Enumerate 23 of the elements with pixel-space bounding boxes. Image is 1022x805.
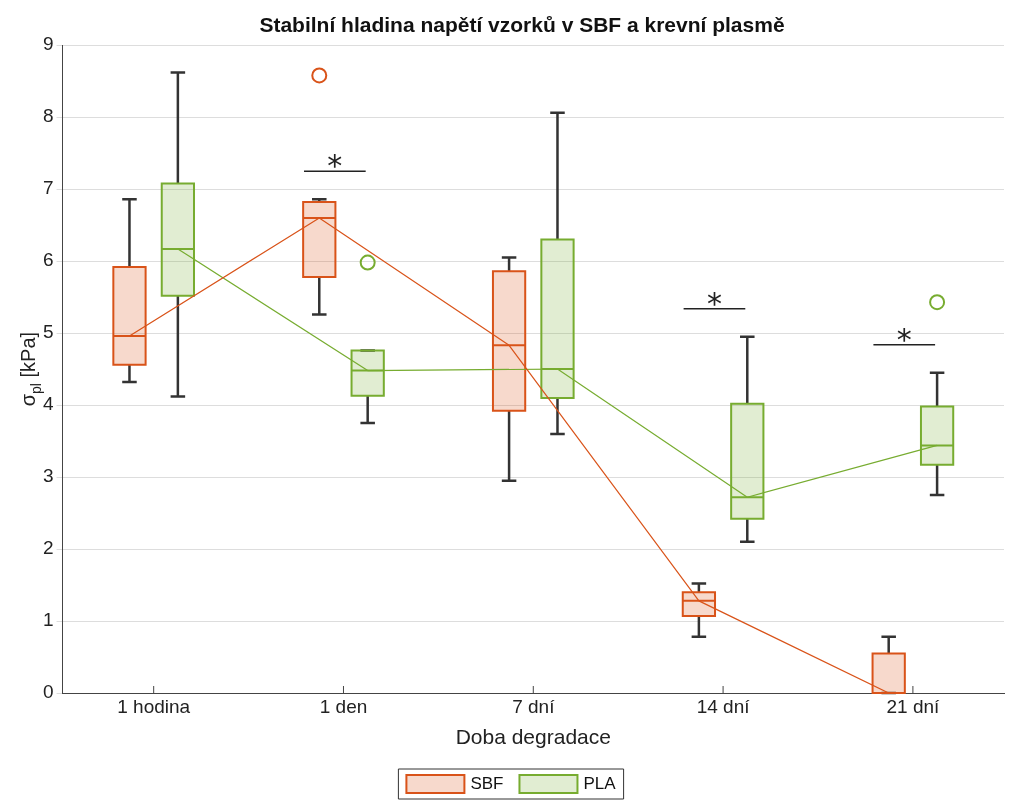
y-tick-label: 4	[42, 393, 54, 415]
x-tick-label: 1 den	[319, 695, 368, 717]
y-axis-title: σpl [kPa]	[17, 331, 44, 407]
y-tick-label: 2	[42, 537, 54, 559]
y-tick-label: 1	[42, 609, 54, 631]
x-tick-label: 14 dní	[696, 695, 751, 717]
x-axis-title: Doba degradace	[455, 725, 611, 749]
x-tick-label: 21 dní	[886, 695, 941, 717]
legend-label: PLA	[583, 773, 617, 793]
y-tick-label: 9	[42, 33, 54, 55]
y-tick-label: 0	[42, 681, 54, 703]
chart-title: Stabilní hladina napětí vzorků v SBF a krevní plasmě	[259, 13, 785, 37]
y-tick-label: 5	[42, 321, 54, 343]
y-tick-label: 6	[42, 249, 54, 271]
x-tick-label: 7 dní	[512, 695, 556, 717]
annotation: *	[706, 285, 722, 321]
y-tick-label: 7	[42, 177, 54, 199]
annotation: *	[327, 148, 343, 184]
legend-label: SBF	[470, 773, 504, 793]
y-tick-label: 3	[42, 465, 54, 487]
y-tick-label: 8	[42, 105, 54, 127]
annotation: *	[896, 321, 912, 357]
x-tick-label: 1 hodina	[117, 695, 191, 717]
